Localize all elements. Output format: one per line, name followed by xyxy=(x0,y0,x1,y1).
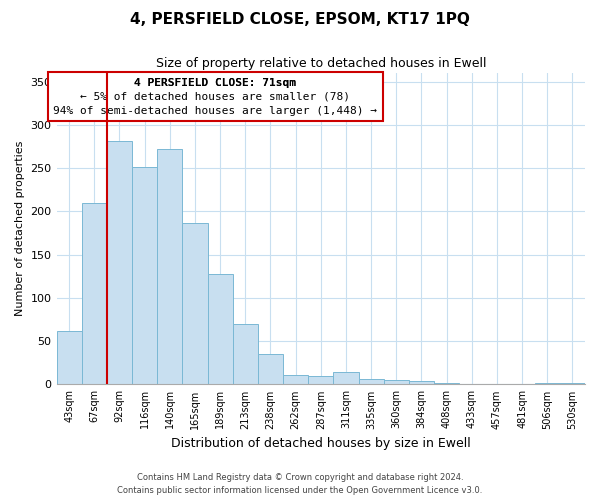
Bar xyxy=(233,324,258,384)
Bar xyxy=(434,382,459,384)
Bar xyxy=(535,382,560,384)
Bar xyxy=(334,372,359,384)
Bar xyxy=(409,381,434,384)
Bar xyxy=(359,379,383,384)
Title: Size of property relative to detached houses in Ewell: Size of property relative to detached ho… xyxy=(155,58,486,70)
Bar xyxy=(56,331,82,384)
Bar xyxy=(182,222,208,384)
Bar xyxy=(258,354,283,384)
Bar xyxy=(560,382,585,384)
Bar xyxy=(157,149,182,384)
Text: Contains HM Land Registry data © Crown copyright and database right 2024.
Contai: Contains HM Land Registry data © Crown c… xyxy=(118,474,482,495)
Text: 4 PERSFIELD CLOSE: 71sqm: 4 PERSFIELD CLOSE: 71sqm xyxy=(134,78,296,88)
X-axis label: Distribution of detached houses by size in Ewell: Distribution of detached houses by size … xyxy=(171,437,470,450)
Bar xyxy=(383,380,409,384)
Bar xyxy=(82,203,107,384)
Bar xyxy=(107,142,132,384)
Bar xyxy=(208,274,233,384)
Bar xyxy=(132,168,157,384)
Text: 4 PERSFIELD CLOSE: 71sqm
← 5% of detached houses are smaller (78)
94% of semi-de: 4 PERSFIELD CLOSE: 71sqm ← 5% of detache… xyxy=(53,78,377,116)
Bar xyxy=(308,376,334,384)
Bar xyxy=(283,375,308,384)
Text: 4, PERSFIELD CLOSE, EPSOM, KT17 1PQ: 4, PERSFIELD CLOSE, EPSOM, KT17 1PQ xyxy=(130,12,470,28)
Y-axis label: Number of detached properties: Number of detached properties xyxy=(15,141,25,316)
